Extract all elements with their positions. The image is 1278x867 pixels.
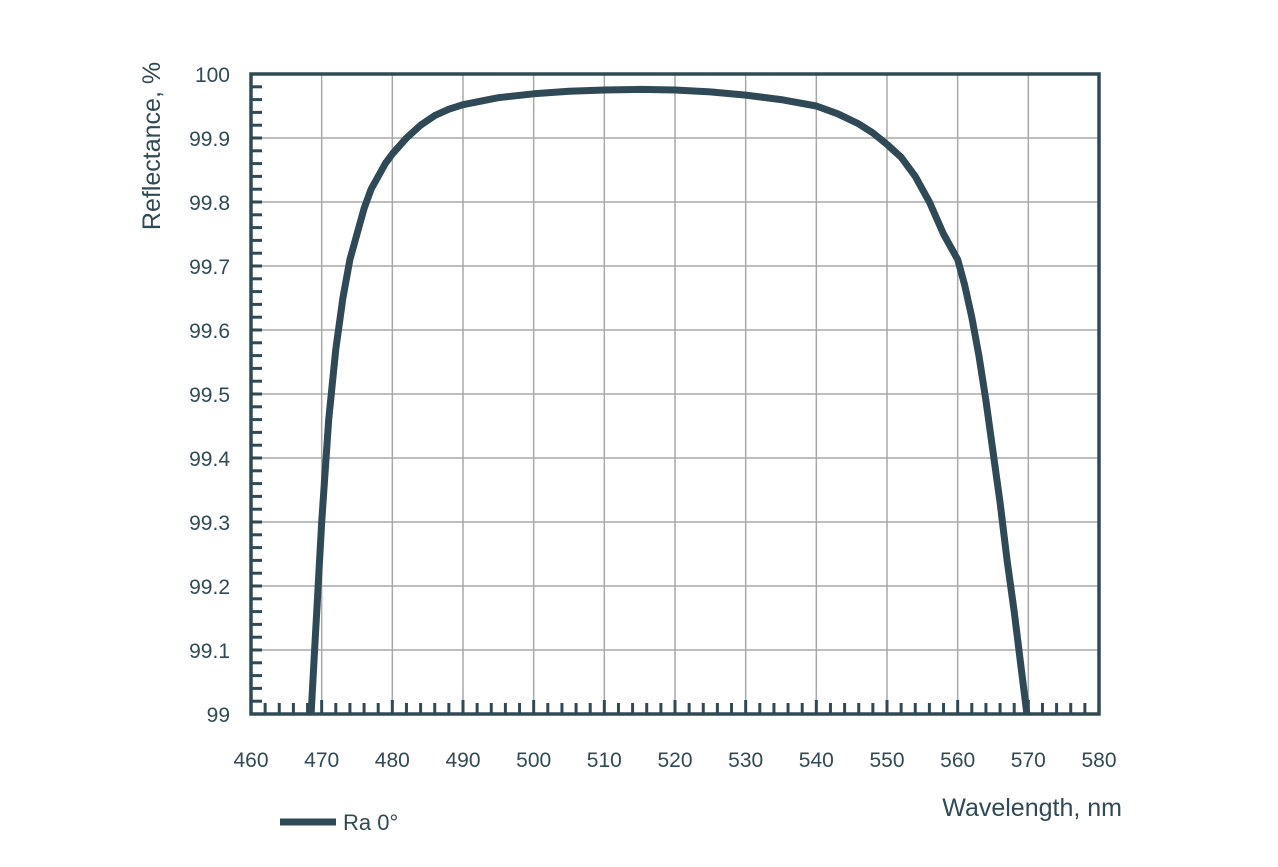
plot-frame (249, 72, 1101, 716)
y-tick-label: 99.4 (189, 448, 230, 471)
y-axis-title: Reflectance, % (138, 62, 166, 230)
x-tick-label: 520 (657, 749, 692, 772)
y-tick-label: 100 (195, 64, 230, 87)
legend-label: Ra 0° (343, 810, 398, 835)
y-tick-labels: 99 99.1 99.2 99.3 99.4 99.5 99.6 99.7 99.8 99.9 10… (189, 64, 230, 727)
y-tick-label: 99.1 (189, 640, 230, 663)
x-tick-label: 480 (375, 749, 410, 772)
y-tick-label: 99.8 (189, 192, 230, 215)
y-tick-label: 99.3 (189, 512, 230, 535)
x-tick-label: 570 (1011, 749, 1046, 772)
x-tick-label: 560 (940, 749, 975, 772)
x-tick-label: 470 (304, 749, 339, 772)
series-line-ra-0 (307, 85, 1031, 715)
y-tick-label: 99.7 (189, 256, 230, 279)
minor-ticks (251, 85, 1087, 714)
x-tick-label: 490 (445, 749, 480, 772)
x-tick-label: 510 (587, 749, 622, 772)
x-tick-label: 460 (233, 749, 268, 772)
y-tick-label: 99.5 (189, 384, 230, 407)
grid-lines (251, 74, 1099, 714)
y-tick-label: 99 (207, 704, 230, 727)
legend: Ra 0° (280, 810, 398, 835)
x-tick-label: 540 (799, 749, 834, 772)
x-axis-title: Wavelength, nm (942, 794, 1122, 822)
x-tick-label: 580 (1081, 749, 1116, 772)
x-tick-labels: 460 470 480 490 500 510 520 530 540 550 560 570 580 (233, 749, 1116, 772)
x-tick-label: 500 (516, 749, 551, 772)
y-tick-label: 99.6 (189, 320, 230, 343)
x-tick-label: 530 (728, 749, 763, 772)
y-tick-label: 99.2 (189, 576, 230, 599)
y-tick-label: 99.9 (189, 128, 230, 151)
x-tick-label: 550 (869, 749, 904, 772)
series-layer (307, 85, 1031, 715)
